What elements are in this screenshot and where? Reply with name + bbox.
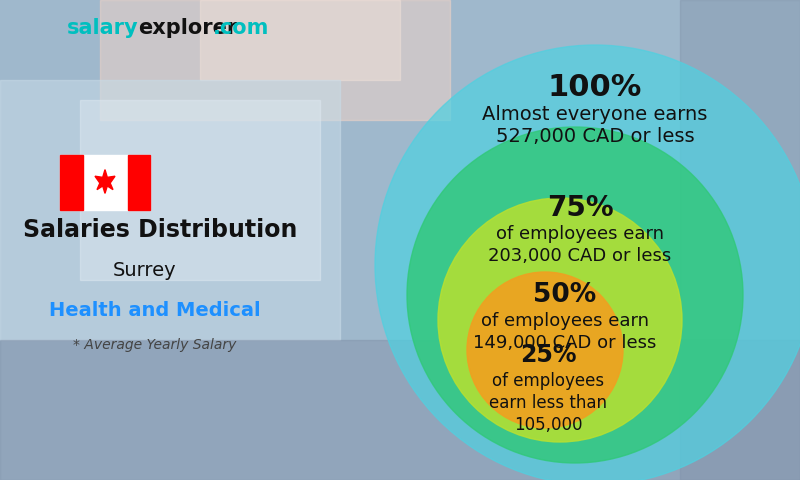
Text: 75%: 75% [546, 194, 614, 222]
Text: Almost everyone earns: Almost everyone earns [482, 105, 708, 123]
Text: * Average Yearly Salary: * Average Yearly Salary [74, 338, 237, 352]
Bar [100, 0, 450, 120]
Text: of employees earn: of employees earn [496, 225, 664, 243]
Bar [200, 0, 400, 80]
Bar [80, 100, 320, 280]
Text: earn less than: earn less than [489, 394, 607, 412]
Circle shape [467, 272, 623, 428]
Bar [0, 340, 800, 480]
Text: salary: salary [66, 18, 138, 38]
Text: 527,000 CAD or less: 527,000 CAD or less [496, 127, 694, 145]
Polygon shape [95, 169, 115, 193]
Bar [680, 0, 800, 480]
Text: Salaries Distribution: Salaries Distribution [23, 218, 297, 242]
Circle shape [375, 45, 800, 480]
Text: 149,000 CAD or less: 149,000 CAD or less [474, 334, 657, 352]
Text: Health and Medical: Health and Medical [49, 300, 261, 320]
Text: 105,000: 105,000 [514, 416, 582, 434]
Circle shape [407, 127, 743, 463]
Circle shape [438, 198, 682, 442]
Text: .com: .com [213, 18, 270, 38]
Bar [60, 155, 82, 210]
Text: Surrey: Surrey [113, 261, 177, 279]
Text: 203,000 CAD or less: 203,000 CAD or less [488, 247, 672, 265]
Text: 100%: 100% [548, 73, 642, 103]
Bar [60, 155, 150, 210]
Text: explorer: explorer [138, 18, 238, 38]
Bar [127, 155, 150, 210]
Text: 50%: 50% [534, 282, 597, 308]
Text: 25%: 25% [520, 343, 576, 367]
Bar [0, 80, 340, 340]
Text: of employees earn: of employees earn [481, 312, 649, 330]
Text: of employees: of employees [492, 372, 604, 390]
